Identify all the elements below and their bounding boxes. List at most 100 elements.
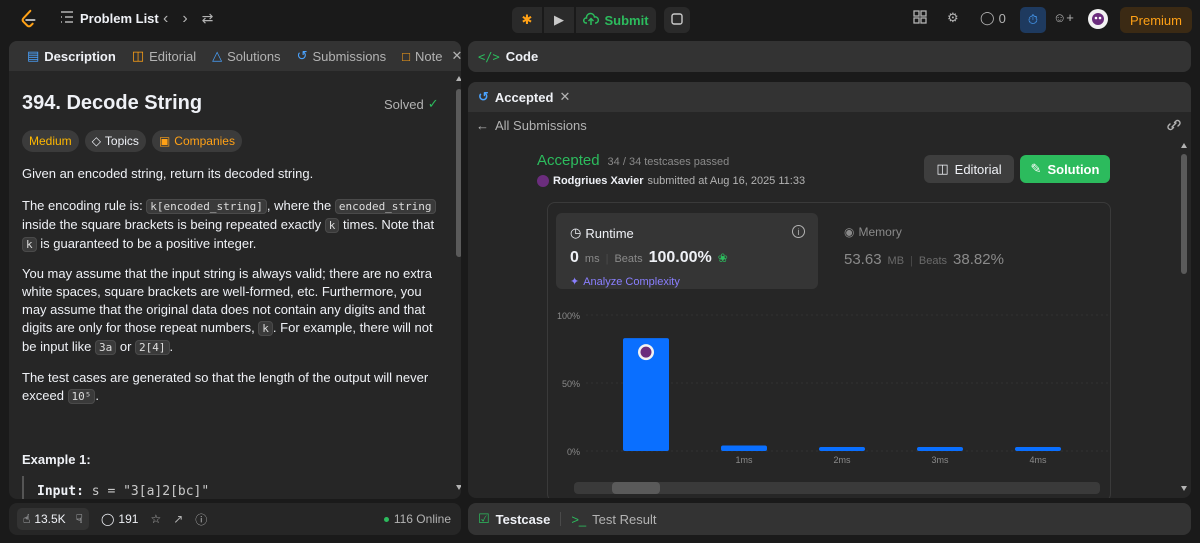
lock-icon: ▣: [158, 134, 171, 148]
runtime-bar-3ms[interactable]: [917, 447, 963, 451]
runtime-card[interactable]: ◷ Runtime i 0 ms | Beats 100.00% ❀ ✦ Ana…: [556, 213, 818, 289]
prev-problem-icon[interactable]: ‹: [163, 10, 169, 27]
tab-testcase[interactable]: ☑ Testcase: [478, 511, 550, 527]
close-icon[interactable]: ✕: [559, 89, 571, 104]
problem-paragraph-4: The test cases are generated so that the…: [22, 369, 442, 406]
arrow-left-icon: ←: [476, 118, 489, 133]
p2-text-d: times. Note that: [339, 217, 435, 232]
code-panel-label[interactable]: Code: [505, 49, 539, 64]
book-icon: ◫: [131, 48, 145, 63]
close-icon[interactable]: ✕: [451, 48, 462, 63]
topics-label: Topics: [104, 134, 139, 148]
runtime-bar-1ms[interactable]: [721, 445, 767, 451]
p4-text-a: The test cases are generated so that the…: [22, 370, 429, 403]
comments-button[interactable]: ◯ 191: [101, 512, 138, 526]
my-submission-avatar-icon: [638, 344, 654, 361]
left-tab-bar: ▤ Description ◫ Editorial △ Solutions ↺ …: [9, 41, 461, 71]
p2-text-e: is guaranteed to be a positive integer.: [36, 236, 257, 251]
difficulty-label: Medium: [29, 134, 72, 148]
runtime-bar-0ms[interactable]: [623, 338, 669, 451]
tag-icon: ◇: [91, 134, 101, 148]
memory-value: 53.63: [844, 251, 882, 268]
author-name[interactable]: Rodgriues Xavier: [553, 175, 644, 187]
memory-beats-label: Beats: [918, 255, 948, 267]
submit-button[interactable]: Submit: [576, 7, 656, 33]
help-icon[interactable]: ⓘ: [195, 512, 208, 527]
problem-title: 394. Decode String: [22, 92, 203, 114]
run-button[interactable]: ▶: [544, 7, 574, 33]
sparkle-icon: ✦: [570, 276, 580, 288]
layout-grid-icon[interactable]: [913, 10, 927, 24]
stats-card: ◷ Runtime i 0 ms | Beats 100.00% ❀ ✦ Ana…: [547, 202, 1111, 498]
streak-count: 0: [998, 10, 1006, 26]
code-icon: </>: [478, 49, 500, 64]
description-scrollbar[interactable]: [455, 73, 461, 493]
p2-text-a: The encoding rule is:: [22, 198, 147, 213]
thumbs-down-icon[interactable]: ☟: [75, 512, 83, 526]
problem-list-label: Problem List: [80, 11, 159, 26]
problem-paragraph-3: You may assume that the input string is …: [22, 265, 442, 357]
debug-button[interactable]: ✱: [512, 7, 542, 33]
p3-text-a: You may assume that the input string is …: [22, 266, 432, 335]
bug-icon: ✱: [521, 12, 533, 27]
runtime-bar-2ms[interactable]: [819, 447, 865, 451]
runtime-beats-value: 100.00%: [648, 249, 712, 266]
difficulty-badge[interactable]: Medium: [22, 130, 79, 152]
share-icon[interactable]: ↗: [173, 512, 184, 526]
memory-card[interactable]: ◉ Memory 53.63 MB | Beats 38.82%: [842, 213, 1104, 289]
terminal-icon: >_: [571, 511, 587, 527]
timer-button[interactable]: ⏱: [1020, 7, 1046, 33]
tab-test-result[interactable]: >_ Test Result: [571, 512, 656, 527]
thumbs-up-icon: ☝: [23, 512, 31, 526]
like-button[interactable]: ☝ 13.5K ☟: [17, 508, 89, 530]
settings-gear-icon[interactable]: ⚙: [947, 10, 959, 25]
runtime-label: Runtime: [585, 225, 634, 241]
x-tick-label: 4ms: [1029, 455, 1047, 465]
example-title: Example 1:: [22, 452, 91, 467]
companies-badge[interactable]: ▣ Companies: [151, 130, 242, 152]
list-icon: [60, 10, 74, 27]
solution-button[interactable]: ✎ Solution: [1020, 155, 1110, 183]
shuffle-icon[interactable]: ⇄: [201, 10, 214, 26]
p4-text-b: .: [95, 388, 100, 403]
p3-code-2: 3a: [95, 340, 117, 355]
runtime-beats-label: Beats: [614, 253, 643, 265]
star-icon[interactable]: ☆: [150, 512, 162, 526]
memory-label: Memory: [858, 225, 902, 239]
problem-list-button[interactable]: Problem List: [60, 10, 159, 27]
y-tick-label: 100%: [557, 311, 580, 321]
online-dot-icon: [383, 516, 389, 522]
x-tick-label: 1ms: [735, 455, 753, 465]
leetcode-logo-icon[interactable]: [18, 9, 40, 31]
p3-code-1: k: [258, 321, 273, 336]
runtime-bar-4ms[interactable]: [1015, 447, 1061, 451]
topics-badge[interactable]: ◇ Topics: [84, 130, 146, 152]
editorial-button-label: Editorial: [954, 161, 1002, 177]
link-icon[interactable]: [1166, 118, 1182, 135]
check-circle-icon: ✓: [427, 96, 439, 111]
streak-counter[interactable]: ◯ 0: [980, 10, 1006, 26]
testcase-label: Testcase: [495, 511, 551, 527]
solved-label: Solved: [384, 96, 424, 112]
all-submissions-link[interactable]: ← All Submissions: [476, 118, 587, 133]
submission-result-panel: ↺ Accepted ✕ ← All Submissions Accepted …: [468, 82, 1191, 498]
avatar[interactable]: [1088, 9, 1108, 29]
next-problem-icon[interactable]: ›: [182, 10, 188, 27]
notes-button[interactable]: [664, 7, 690, 33]
premium-button[interactable]: Premium: [1120, 7, 1192, 33]
tab-accepted[interactable]: Accepted: [494, 89, 554, 105]
tab-solutions[interactable]: △ Solutions: [204, 41, 288, 71]
add-friend-icon[interactable]: ☺+: [1053, 10, 1074, 25]
cloud-upload-icon: [583, 12, 600, 29]
x-tick-label: 3ms: [931, 455, 949, 465]
tab-submissions[interactable]: ↺ Submissions: [289, 41, 395, 71]
solved-status: Solved ✓: [384, 96, 439, 112]
tab-description[interactable]: ▤ Description: [19, 41, 124, 71]
result-scrollbar[interactable]: [1180, 142, 1188, 492]
info-icon[interactable]: i: [792, 225, 805, 238]
editorial-button[interactable]: ◫ Editorial: [924, 155, 1014, 183]
analyze-complexity-button[interactable]: ✦ Analyze Complexity: [570, 275, 680, 289]
tab-editorial[interactable]: ◫ Editorial: [124, 41, 204, 71]
tab-note[interactable]: □ Note ✕: [394, 41, 461, 71]
chart-horizontal-scrollbar[interactable]: [574, 482, 1100, 494]
